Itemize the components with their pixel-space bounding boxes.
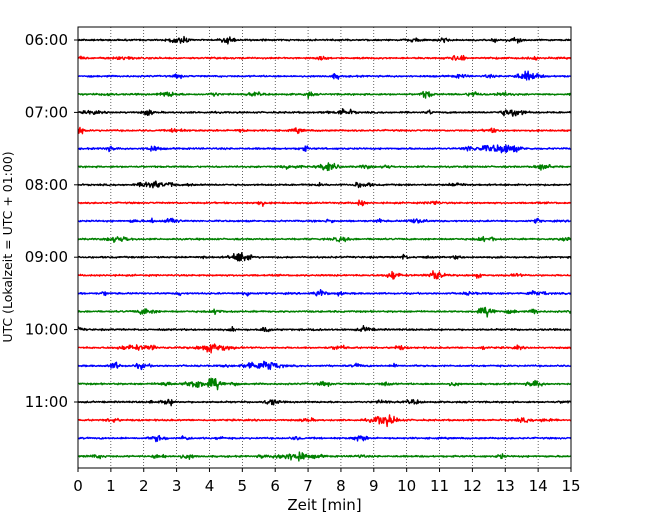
x-tick-label-9: 9 — [369, 477, 379, 495]
trace-0915 — [77, 270, 572, 280]
trace-0845 — [77, 235, 572, 244]
x-tick-label-15: 15 — [561, 477, 580, 495]
y-tick-label-3: 09:00 — [25, 248, 68, 266]
x-tick-label-10: 10 — [397, 477, 416, 495]
trace-0700 — [77, 108, 572, 117]
trace-1000 — [77, 325, 572, 333]
x-tick-label-4: 4 — [205, 477, 215, 495]
trace-1130 — [77, 434, 572, 443]
y-axis-label: UTC (Lokalzeit = UTC + 01:00) — [0, 151, 15, 342]
x-tick-label-13: 13 — [496, 477, 515, 495]
trace-0830 — [77, 217, 572, 224]
trace-0815 — [77, 199, 572, 208]
trace-0615 — [77, 54, 572, 61]
y-tick-label-5: 11:00 — [25, 393, 68, 411]
trace-0645 — [77, 90, 572, 99]
y-tick-label-0: 06:00 — [25, 31, 68, 49]
y-tick-label-1: 07:00 — [25, 103, 68, 121]
trace-1045 — [77, 377, 572, 391]
trace-0630 — [77, 70, 572, 81]
x-tick-label-5: 5 — [238, 477, 248, 495]
x-tick-label-2: 2 — [139, 477, 149, 495]
trace-0945 — [77, 306, 572, 318]
x-tick-label-1: 1 — [106, 477, 116, 495]
trace-1015 — [77, 343, 572, 354]
x-tick-label-14: 14 — [529, 477, 548, 495]
y-tick-label-4: 10:00 — [25, 321, 68, 339]
y-axis: 06:00 07:00 08:00 09:00 10:00 11:00 — [25, 31, 78, 411]
x-tick-label-3: 3 — [172, 477, 182, 495]
x-tick-label-6: 6 — [270, 477, 280, 495]
trace-0800 — [77, 180, 572, 189]
x-tick-label-0: 0 — [73, 477, 83, 495]
x-tick-label-8: 8 — [336, 477, 346, 495]
trace-0715 — [77, 126, 572, 135]
x-axis-label: Zeit [min] — [287, 496, 361, 514]
trace-0745 — [77, 162, 572, 172]
trace-1145 — [77, 451, 572, 462]
trace-1115 — [77, 414, 572, 428]
y-tick-label-2: 08:00 — [25, 176, 68, 194]
trace-0600 — [77, 35, 572, 45]
x-tick-label-7: 7 — [303, 477, 313, 495]
trace-0900 — [77, 252, 572, 262]
x-tick-label-11: 11 — [430, 477, 449, 495]
x-tick-label-12: 12 — [463, 477, 482, 495]
seismogram-traces — [77, 35, 572, 462]
trace-1100 — [77, 398, 572, 407]
trace-0930 — [77, 288, 572, 297]
trace-0730 — [77, 144, 572, 154]
x-axis: 0 1 2 3 4 5 6 7 8 9 10 11 12 13 14 15 — [73, 468, 581, 495]
plot-frame — [77, 26, 572, 469]
trace-1030 — [77, 360, 572, 371]
